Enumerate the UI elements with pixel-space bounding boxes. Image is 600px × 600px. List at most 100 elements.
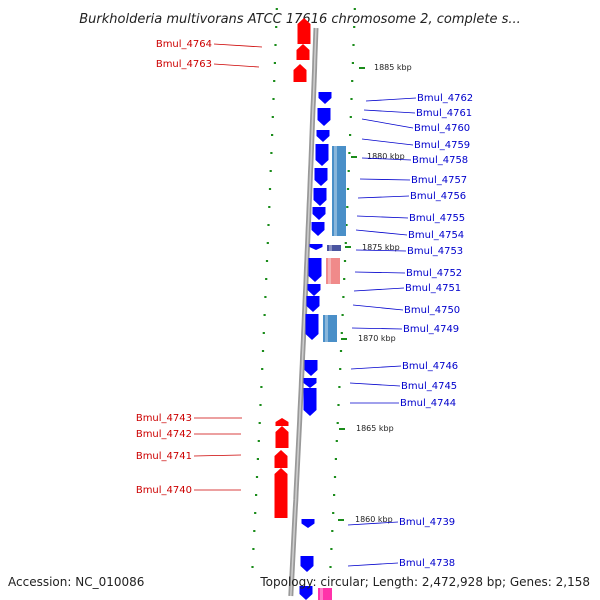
- gene-bmul-4749: [305, 314, 319, 340]
- cog-block-3-shine: [328, 258, 331, 284]
- gene-label-bmul-4749: Bmul_4749: [403, 324, 459, 335]
- green-dot-right-outer: [347, 170, 350, 172]
- green-dot-right-outer: [345, 224, 348, 226]
- cog-track: [318, 146, 346, 600]
- gene-label-bmul-4741: Bmul_4741: [136, 451, 192, 462]
- gene-bmul-4745: [303, 378, 317, 388]
- green-dot-right-outer: [332, 512, 335, 514]
- kbp-tick-label: 1860 kbp: [355, 515, 393, 524]
- green-dot-right-outer: [343, 278, 346, 280]
- kbp-tick-label: 1875 kbp: [362, 243, 400, 252]
- green-dot-right-outer: [329, 566, 332, 568]
- green-dot-left-outer: [265, 260, 269, 262]
- green-dot-right-outer: [334, 458, 337, 460]
- gene-label-bmul-4752: Bmul_4752: [406, 268, 462, 279]
- green-dot-left-outer: [262, 332, 265, 334]
- kbp-ticks: 1885 kbp 1880 kbp 1875 kbp 1870 kbp 1865 kbp…: [338, 63, 412, 524]
- green-dot-right-outer: [336, 422, 339, 424]
- green-dot-left-outer: [275, 8, 278, 10]
- green-dot-left-outer: [271, 134, 274, 136]
- label-leader-line: [193, 454, 242, 457]
- gene-bmul-4742: [275, 426, 289, 448]
- topology-text: Topology: circular; Length: 2,472,928 bp…: [259, 575, 590, 589]
- green-dot-left-outer: [272, 98, 275, 100]
- gene-label-bmul-4746: Bmul_4746: [402, 361, 458, 372]
- gene-bmul-4743: [275, 418, 289, 426]
- green-dot-left-outer: [275, 26, 278, 28]
- green-dot-left-outer: [267, 224, 270, 226]
- kbp-tick-label: 1870 kbp: [358, 334, 396, 343]
- green-dot-right-outer: [331, 530, 334, 532]
- kbp-tick-mark: [359, 67, 365, 69]
- green-dot-right-outer: [351, 80, 354, 82]
- label-leader-line: [361, 118, 414, 129]
- map-title: Burkholderia multivorans ATCC 17616 chro…: [79, 12, 521, 27]
- label-leader-line: [351, 327, 403, 330]
- reverse-gene-labels: Bmul_4762 Bmul_4761 Bmul_4760 Bmul_4759 Bmul…: [347, 93, 473, 569]
- kbp-tick-mark: [341, 338, 347, 340]
- gene-label-bmul-4742: Bmul_4742: [136, 429, 192, 440]
- green-dot-right-outer: [342, 296, 345, 298]
- genome-backbone: [288, 27, 319, 597]
- green-dot-right-outer: [352, 44, 355, 46]
- green-dot-left-outer: [259, 404, 262, 406]
- green-dot-left-outer: [273, 80, 276, 82]
- gene-label-bmul-4764: Bmul_4764: [156, 39, 212, 50]
- gene-bmul-4754: [311, 222, 325, 236]
- cog-block-5: [318, 588, 332, 600]
- label-leader-line: [361, 138, 414, 146]
- green-dot-left-outer: [255, 494, 258, 496]
- green-dot-left-outer: [260, 386, 263, 388]
- green-dot-left-outer: [268, 188, 272, 190]
- label-leader-line: [365, 97, 417, 102]
- green-dot-right-outer: [333, 494, 336, 496]
- gene-label-bmul-4738: Bmul_4738: [399, 558, 455, 569]
- green-dot-right-outer: [353, 26, 356, 28]
- kbp-tick-mark: [339, 428, 345, 430]
- cog-block-2: [327, 245, 341, 251]
- gene-bmul-4764b: [296, 44, 310, 60]
- gene-label-bmul-4740: Bmul_4740: [136, 485, 192, 496]
- dotted-track-guides: [251, 8, 356, 568]
- kbp-tick-mark: [351, 156, 357, 158]
- kbp-tick-mark: [338, 519, 344, 521]
- label-leader-line: [349, 382, 401, 387]
- green-dot-left-outer: [264, 296, 267, 298]
- green-dot-right-outer: [339, 350, 343, 352]
- gene-label-bmul-4754: Bmul_4754: [408, 230, 464, 241]
- green-dot-right-outer: [339, 368, 342, 370]
- green-dot-left-outer: [261, 350, 265, 352]
- green-dot-left-outer: [266, 242, 269, 244]
- green-dot-left-outer: [256, 458, 259, 460]
- green-dot-right-outer: [344, 242, 347, 244]
- gene-label-bmul-4762: Bmul_4762: [417, 93, 473, 104]
- forward-gene-labels: Bmul_4764 Bmul_4763 Bmul_4743 Bmul_4742 Bmul…: [136, 39, 263, 496]
- gene-bmul-4746: [304, 360, 318, 376]
- gene-bmul-4752: [308, 258, 322, 282]
- green-dot-right-outer: [343, 260, 347, 262]
- cog-block-1-shine: [334, 146, 337, 236]
- gene-bmul-4753: [309, 244, 323, 250]
- gene-bmul-4740: [274, 468, 288, 518]
- gene-bmul-4741: [274, 450, 288, 468]
- kbp-tick-mark: [345, 246, 351, 248]
- green-dot-right-outer: [348, 152, 351, 154]
- green-dot-left-outer: [271, 116, 274, 118]
- green-dot-left-outer: [254, 512, 257, 514]
- kbp-tick-label: 1865 kbp: [356, 424, 394, 433]
- green-dot-right-outer: [337, 404, 340, 406]
- accession-text: Accession: NC_010086: [8, 575, 144, 589]
- label-leader-line: [213, 43, 263, 48]
- cog-block-1: [332, 146, 346, 236]
- kbp-tick-label: 1880 kbp: [367, 152, 405, 161]
- gene-bmul-4755: [312, 207, 326, 220]
- green-dot-left-outer: [257, 440, 260, 442]
- gene-bmul-4738: [300, 556, 314, 572]
- gene-label-bmul-4761: Bmul_4761: [416, 108, 472, 119]
- kbp-tick-label: 1885 kbp: [374, 63, 412, 72]
- label-leader-line: [363, 109, 416, 114]
- gene-label-bmul-4744: Bmul_4744: [400, 398, 456, 409]
- green-dot-right-outer: [330, 548, 333, 550]
- gene-bmul-4757: [314, 168, 328, 186]
- green-dot-left-outer: [251, 566, 254, 568]
